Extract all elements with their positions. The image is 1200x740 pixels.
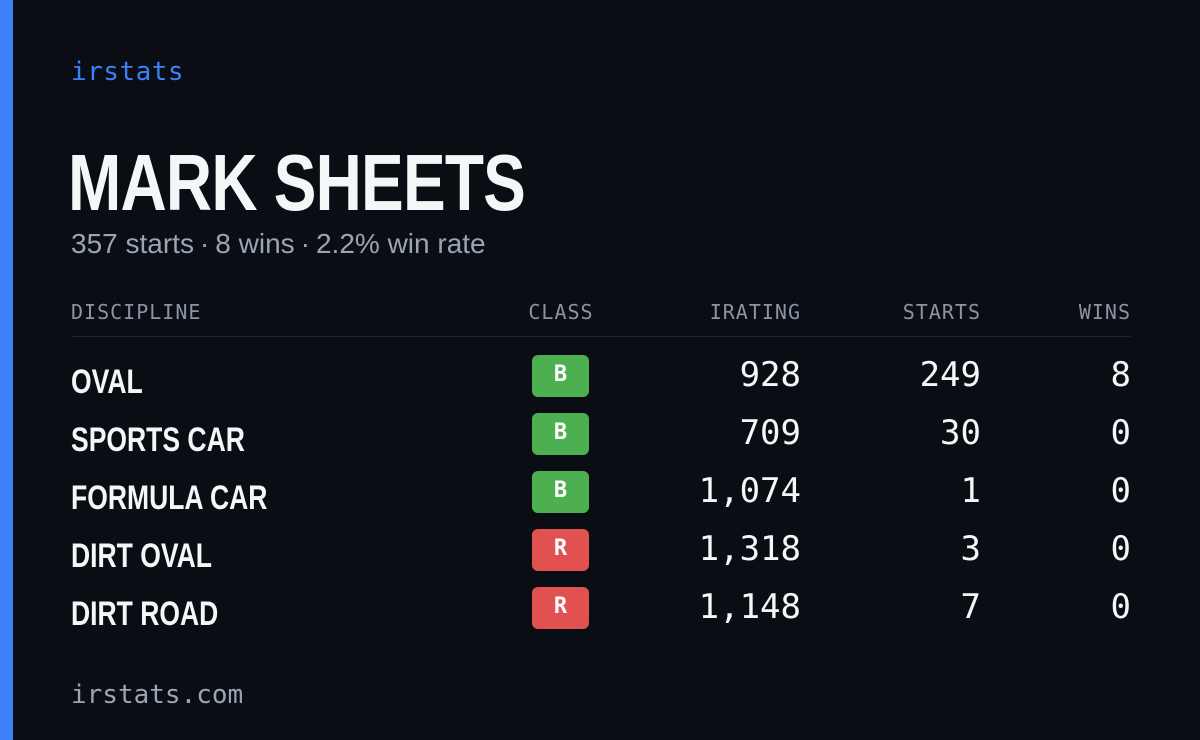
separator: · (199, 228, 210, 259)
wins-value: 0 (1110, 413, 1131, 453)
irating-value: 1,074 (698, 471, 801, 511)
irating-value: 928 (739, 355, 801, 395)
class-badge: R (532, 529, 589, 571)
accent-bar (0, 0, 13, 740)
starts-value: 7 (960, 587, 981, 627)
wins-value: 0 (1110, 529, 1131, 569)
footer-url: irstats.com (71, 680, 244, 710)
table-row: DIRT ROAD R 1,148 7 0 (71, 585, 1131, 643)
class-badge: B (532, 413, 589, 455)
wins-value: 8 (1110, 355, 1131, 395)
starts-value: 3 (960, 529, 981, 569)
irating-value: 1,318 (698, 529, 801, 569)
discipline-name: OVAL (71, 363, 143, 401)
starts-value: 30 (940, 413, 981, 453)
player-summary: 357 starts · 8 wins · 2.2% win rate (71, 228, 486, 260)
table-row: DIRT OVAL R 1,318 3 0 (71, 527, 1131, 585)
irating-value: 1,148 (698, 587, 801, 627)
column-header-irating: IRATING (709, 300, 801, 324)
wins-count: 8 wins (215, 228, 295, 259)
column-header-starts: STARTS (902, 300, 981, 324)
column-header-discipline: DISCIPLINE (71, 300, 202, 324)
class-badge: R (532, 587, 589, 629)
table-header: DISCIPLINE CLASS IRATING STARTS WINS (71, 296, 1131, 337)
table-row: SPORTS CAR B 709 30 0 (71, 411, 1131, 469)
starts-count: 357 starts (71, 228, 194, 259)
discipline-name: DIRT OVAL (71, 537, 212, 575)
table-row: OVAL B 928 249 8 (71, 353, 1131, 411)
wins-value: 0 (1110, 587, 1131, 627)
separator: · (300, 228, 310, 259)
class-badge: B (532, 355, 589, 397)
column-header-class: CLASS (528, 300, 594, 324)
brand-logo-text: irstats (71, 57, 185, 87)
discipline-name: SPORTS CAR (71, 421, 245, 459)
starts-value: 1 (960, 471, 981, 511)
table-row: FORMULA CAR B 1,074 1 0 (71, 469, 1131, 527)
table-body: OVAL B 928 249 8 SPORTS CAR B 709 30 0 F… (71, 337, 1131, 643)
discipline-name: FORMULA CAR (71, 479, 268, 517)
discipline-name: DIRT ROAD (71, 595, 219, 633)
player-name: MARK SHEETS (68, 138, 526, 227)
class-badge: B (532, 471, 589, 513)
wins-value: 0 (1110, 471, 1131, 511)
irating-value: 709 (739, 413, 801, 453)
stats-table: DISCIPLINE CLASS IRATING STARTS WINS OVA… (71, 296, 1131, 643)
column-header-wins: WINS (1078, 300, 1131, 324)
starts-value: 249 (919, 355, 981, 395)
win-rate: 2.2% win rate (315, 228, 486, 259)
